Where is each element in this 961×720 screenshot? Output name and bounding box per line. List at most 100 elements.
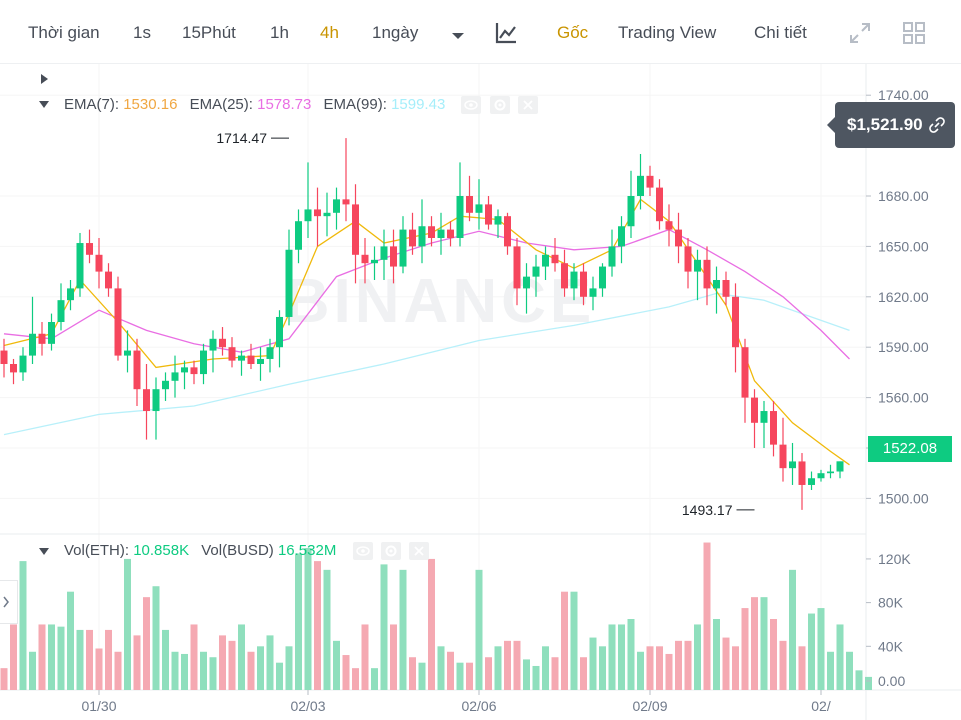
- candle: [342, 138, 350, 222]
- candle: [570, 263, 578, 301]
- candle-body: [475, 204, 483, 213]
- candle-body: [295, 221, 302, 250]
- volume-bar: [105, 629, 112, 690]
- dropdown-arrow-icon[interactable]: [451, 28, 465, 46]
- volume-bar: [570, 591, 578, 690]
- interval-15m[interactable]: 15Phút: [182, 23, 236, 42]
- candle: [684, 238, 692, 289]
- annotation-label: 1493.17: [682, 502, 733, 518]
- candle: [551, 238, 559, 272]
- grid-layout-icon[interactable]: [902, 21, 926, 50]
- collapse-ema-toggle[interactable]: [39, 101, 49, 108]
- volume-bar: [656, 646, 663, 690]
- candle-body: [513, 246, 521, 289]
- ema7-value: 1530.16: [123, 96, 178, 113]
- candle: [29, 296, 36, 364]
- volume-bar: [836, 624, 844, 690]
- candle: [494, 209, 502, 238]
- vol-eth-label: Vol(ETH):: [64, 542, 130, 559]
- candle: [323, 192, 331, 237]
- volume-bar: [190, 624, 198, 690]
- candle-body: [19, 355, 27, 373]
- volume-bar: [0, 668, 8, 690]
- volume-bar: [409, 657, 416, 690]
- candle-body: [494, 216, 502, 225]
- price-tick-label: 1500.00: [878, 490, 929, 506]
- candle-body: [827, 471, 834, 474]
- candle: [200, 343, 207, 385]
- collapse-volume-toggle[interactable]: [39, 548, 49, 555]
- side-panel-toggle[interactable]: [0, 580, 18, 624]
- vol-busd-value: 16.532M: [277, 542, 337, 559]
- ema-visibility-icon[interactable]: [461, 96, 482, 115]
- volume-bar: [580, 657, 587, 690]
- volume-bar: [513, 640, 521, 690]
- fullscreen-icon[interactable]: [848, 21, 872, 50]
- interval-1s[interactable]: 1s: [133, 23, 151, 42]
- candle-body: [770, 411, 777, 445]
- candle-body: [409, 229, 416, 247]
- volume-bar: [143, 597, 150, 690]
- vol-settings-icon[interactable]: [380, 542, 401, 561]
- candle-body: [741, 347, 749, 398]
- candle: [675, 212, 682, 264]
- candle: [437, 212, 445, 255]
- candle-body: [95, 254, 103, 272]
- volume-bar: [665, 653, 673, 690]
- expand-indicators-toggle[interactable]: [41, 74, 48, 84]
- ema-close-icon[interactable]: [517, 96, 538, 115]
- candle-body: [133, 350, 141, 390]
- candle: [836, 461, 844, 479]
- price-flag[interactable]: $1,521.90: [827, 102, 955, 148]
- volume-bar: [95, 648, 103, 690]
- ema-settings-icon[interactable]: [489, 96, 510, 115]
- volume-bar: [285, 646, 293, 690]
- candle: [618, 216, 625, 264]
- candle-body: [817, 473, 825, 479]
- volume-bar: [228, 640, 236, 690]
- candle: [532, 254, 540, 297]
- price-tick-label: 1650.00: [878, 238, 929, 254]
- candle: [219, 327, 226, 356]
- volume-bar: [266, 635, 274, 690]
- volume-bar: [703, 542, 711, 690]
- interval-1h[interactable]: 1h: [270, 23, 289, 42]
- ema25-line: [3, 228, 850, 360]
- volume-bar: [646, 646, 654, 690]
- candle-body: [390, 246, 397, 267]
- candle: [504, 212, 511, 255]
- mode-depth[interactable]: Chi tiết: [754, 23, 807, 42]
- vol-visibility-icon[interactable]: [352, 542, 373, 561]
- interval-1d[interactable]: 1ngày: [372, 23, 419, 42]
- volume-tick-label: 0.00: [878, 673, 905, 689]
- candle: [152, 377, 160, 440]
- candle: [741, 338, 749, 423]
- ema99-line: [3, 292, 850, 436]
- interval-4h[interactable]: 4h: [320, 23, 339, 42]
- time-label[interactable]: Thời gian: [28, 23, 100, 42]
- candle: [827, 464, 834, 479]
- vol-close-icon[interactable]: [408, 542, 429, 561]
- candle: [608, 229, 616, 277]
- ema99-label: EMA(99):: [323, 96, 387, 113]
- volume-bar: [827, 651, 834, 690]
- candle-body: [694, 259, 701, 272]
- volume-bar: [456, 662, 464, 690]
- candle-body: [798, 461, 806, 485]
- candle-body: [352, 204, 359, 255]
- mode-original[interactable]: Gốc: [557, 23, 589, 42]
- volume-bar: [29, 651, 36, 690]
- candle: [76, 232, 84, 297]
- candle: [238, 350, 245, 376]
- indicator-chart-icon[interactable]: [494, 21, 518, 50]
- candle-body: [504, 216, 511, 247]
- volume-bar: [371, 668, 378, 690]
- candle: [361, 238, 369, 284]
- candle: [466, 175, 473, 222]
- volume-bar: [532, 665, 540, 690]
- candle-body: [219, 338, 226, 348]
- candle-body: [0, 350, 8, 364]
- mode-trading-view[interactable]: Trading View: [618, 23, 717, 42]
- candle: [276, 310, 283, 368]
